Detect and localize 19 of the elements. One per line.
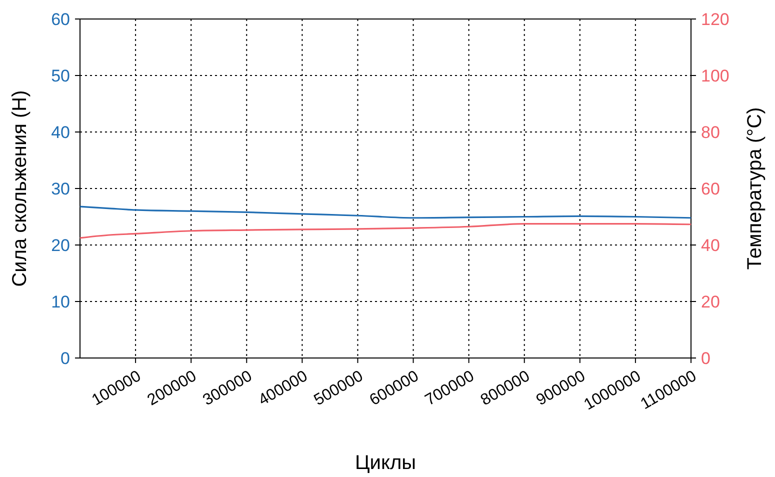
line-series: [79, 206, 692, 219]
y2-tick-label: 60: [701, 179, 720, 198]
y2-tick-label: 80: [701, 122, 720, 142]
y2-axis-title: Температура (°С): [744, 107, 766, 270]
y-tick-label: 20: [51, 236, 70, 255]
y-tick-label: 50: [51, 66, 70, 86]
y-tick-label: 40: [51, 122, 70, 142]
y2-tick-label: 100: [701, 66, 730, 86]
y2-tick-label: 40: [701, 236, 720, 255]
y-tick-label: 60: [51, 10, 70, 29]
y-tick-label: 0: [60, 348, 70, 368]
line-series: [79, 223, 692, 239]
y-tick-label: 10: [51, 292, 70, 312]
y-tick-label: 30: [51, 179, 70, 198]
y2-tick-label: 120: [701, 10, 730, 29]
y2-tick-label: 0: [701, 348, 710, 368]
y-axis-title: Сила скольжения (Н): [9, 90, 31, 287]
x-axis-title: Циклы: [355, 452, 416, 474]
y2-tick-label: 20: [701, 292, 720, 312]
